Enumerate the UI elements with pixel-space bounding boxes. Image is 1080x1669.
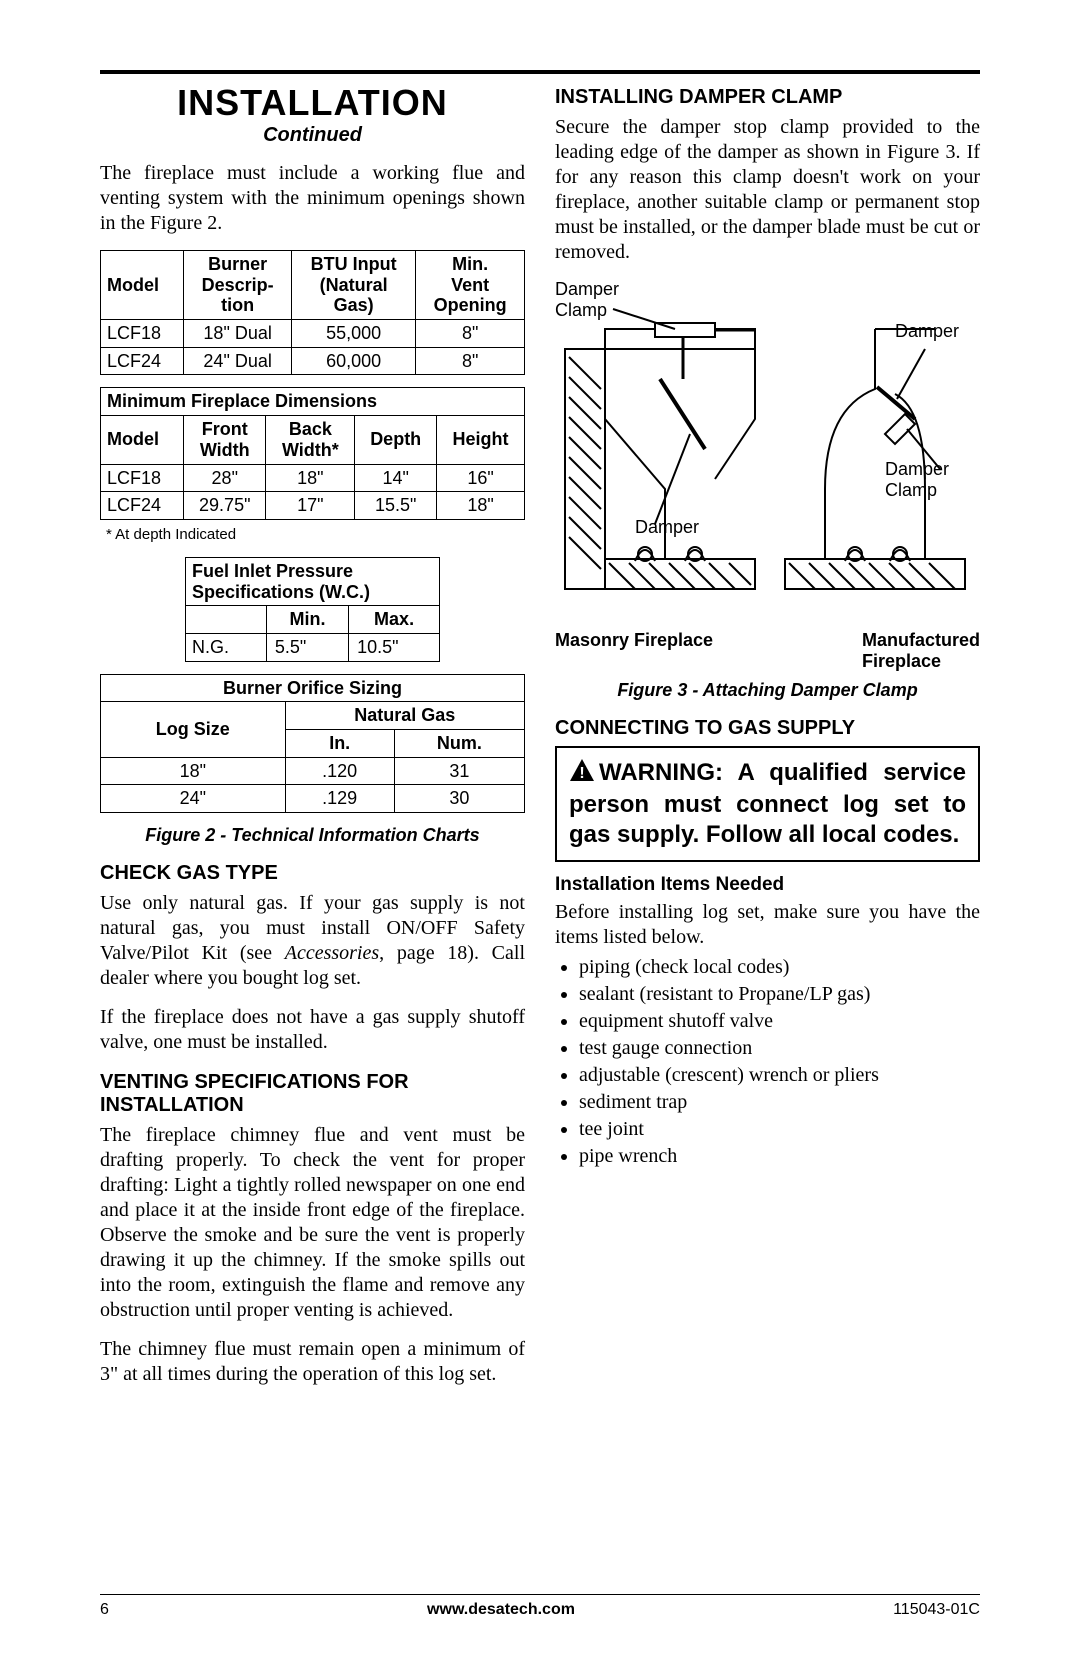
- table-row: Fuel Inlet PressureSpecifications (W.C.): [186, 557, 440, 605]
- table-row: LCF2424" Dual60,0008": [101, 347, 525, 375]
- check-gas-p1: Use only natural gas. If your gas supply…: [100, 891, 525, 991]
- left-column: INSTALLATION Continued The fireplace mus…: [100, 82, 525, 1401]
- list-item: piping (check local codes): [579, 954, 980, 981]
- gas-supply-heading: CONNECTING TO GAS SUPPLY: [555, 717, 980, 740]
- table-row: LCF1828"18"14"16": [101, 464, 525, 492]
- right-column: INSTALLING DAMPER CLAMP Secure the dampe…: [555, 82, 980, 1401]
- venting-p2: The chimney flue must remain open a mini…: [100, 1337, 525, 1387]
- venting-heading: VENTING SPECIFICATIONS FOR INSTALLATION: [100, 1071, 525, 1117]
- table-row: LCF1818" Dual55,0008": [101, 320, 525, 348]
- svg-text:!: !: [579, 765, 584, 782]
- figure2-caption: Figure 2 - Technical Information Charts: [100, 825, 525, 846]
- damper-heading: INSTALLING DAMPER CLAMP: [555, 86, 980, 109]
- check-gas-p2: If the fireplace does not have a gas sup…: [100, 1005, 525, 1055]
- label-damper-clamp-right: DamperClamp: [885, 459, 949, 501]
- table-row: Minimum Fireplace Dimensions: [101, 388, 525, 416]
- damper-p1: Secure the damper stop clamp provided to…: [555, 115, 980, 265]
- footer-page-number: 6: [100, 1601, 109, 1619]
- check-gas-heading: CHECK GAS TYPE: [100, 862, 525, 885]
- continued-label: Continued: [100, 124, 525, 147]
- table-row: Burner Orifice Sizing: [101, 674, 525, 702]
- top-rule: [100, 70, 980, 74]
- intro-paragraph: The fireplace must include a working flu…: [100, 161, 525, 236]
- table-row: N.G.5.5"10.5": [186, 633, 440, 661]
- venting-p1: The fireplace chimney flue and vent must…: [100, 1123, 525, 1323]
- figure3-diagram: DamperClamp Damper Damper DamperClamp: [555, 279, 980, 624]
- btu-table: Model BurnerDescrip-tion BTU Input(Natur…: [100, 250, 525, 375]
- warning-box: ! WARNING: A qualified service person mu…: [555, 746, 980, 862]
- table-row: Min.Max.: [186, 606, 440, 634]
- page-footer: 6 www.desatech.com 115043-01C: [100, 1594, 980, 1619]
- list-item: equipment shutoff valve: [579, 1008, 980, 1035]
- table-row: 18".12031: [101, 757, 525, 785]
- list-item: pipe wrench: [579, 1143, 980, 1170]
- label-damper-left: Damper: [635, 517, 699, 538]
- table-row: Model BurnerDescrip-tion BTU Input(Natur…: [101, 251, 525, 320]
- table-row: Log SizeNatural Gas: [101, 702, 525, 730]
- footer-doc-id: 115043-01C: [893, 1601, 980, 1619]
- dimensions-table: Minimum Fireplace Dimensions Model Front…: [100, 387, 525, 519]
- list-item: sealant (resistant to Propane/LP gas): [579, 981, 980, 1008]
- warning-icon: !: [569, 758, 595, 790]
- pressure-table: Fuel Inlet PressureSpecifications (W.C.)…: [185, 557, 440, 662]
- figure3-caption: Figure 3 - Attaching Damper Clamp: [555, 680, 980, 701]
- footer-url: www.desatech.com: [427, 1601, 575, 1619]
- list-item: test gauge connection: [579, 1035, 980, 1062]
- table-note: * At depth Indicated: [106, 526, 525, 543]
- table-row: Model FrontWidth BackWidth* Depth Height: [101, 416, 525, 464]
- page-title: INSTALLATION: [100, 82, 525, 124]
- table-row: LCF2429.75"17"15.5"18": [101, 492, 525, 520]
- list-item: sediment trap: [579, 1089, 980, 1116]
- table-row: 24".12930: [101, 785, 525, 813]
- items-needed-heading: Installation Items Needed: [555, 874, 980, 896]
- diagram-footer-labels: Masonry Fireplace ManufacturedFireplace: [555, 630, 980, 672]
- items-intro: Before installing log set, make sure you…: [555, 900, 980, 950]
- list-item: adjustable (crescent) wrench or pliers: [579, 1062, 980, 1089]
- items-list: piping (check local codes) sealant (resi…: [555, 954, 980, 1170]
- label-damper-right: Damper: [895, 321, 959, 342]
- label-damper-clamp-left: DamperClamp: [555, 279, 619, 321]
- list-item: tee joint: [579, 1116, 980, 1143]
- orifice-table: Burner Orifice Sizing Log SizeNatural Ga…: [100, 674, 525, 813]
